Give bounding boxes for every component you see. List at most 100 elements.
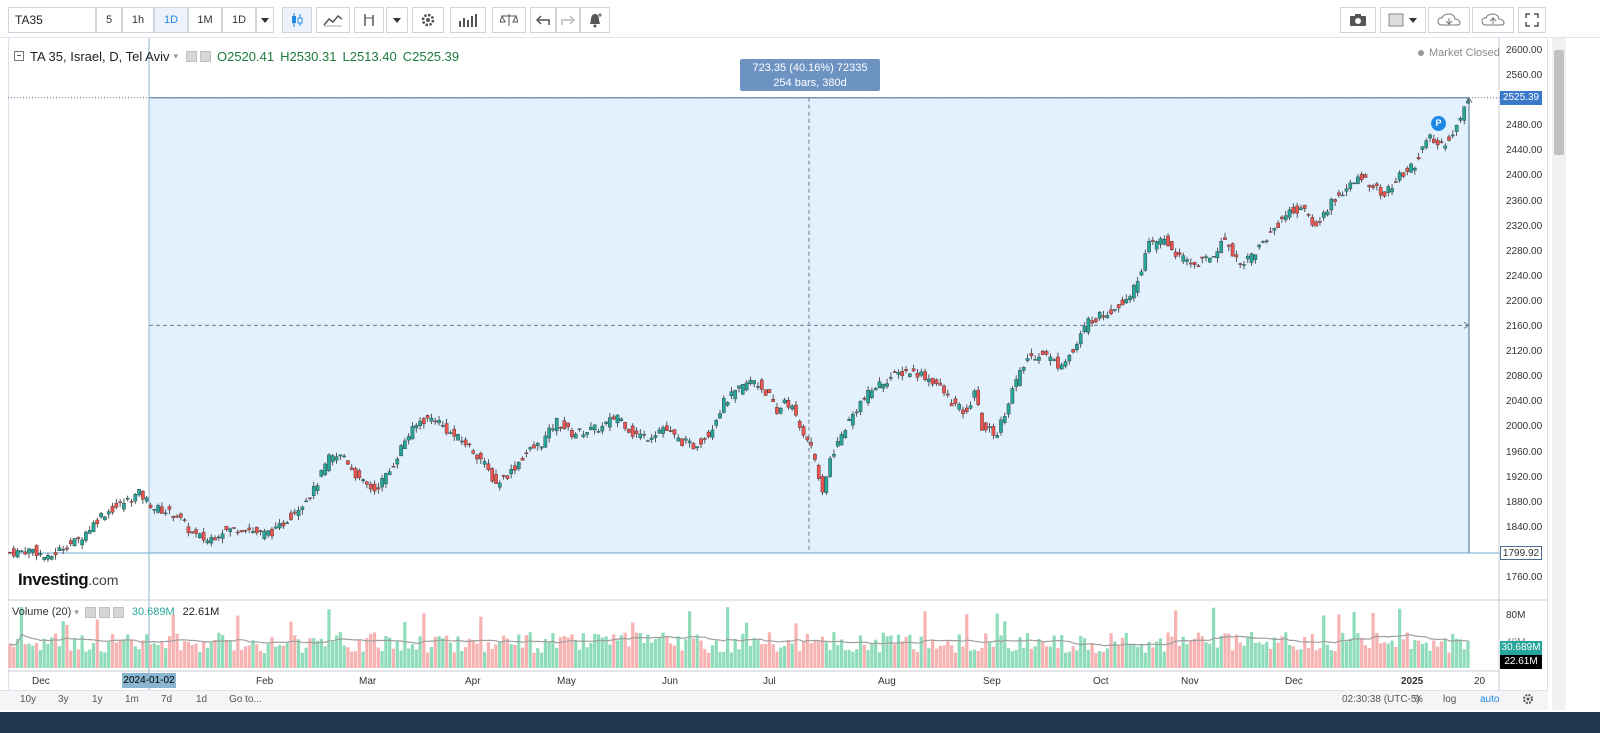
- cloud-download-icon[interactable]: [1428, 7, 1470, 33]
- volume-bar: [376, 647, 380, 668]
- volume-bar: [1196, 632, 1201, 668]
- redo-icon[interactable]: [556, 7, 580, 33]
- volume-bar: [369, 633, 373, 668]
- interval-1h-button[interactable]: 1h: [122, 7, 154, 33]
- range-3y[interactable]: 3y: [58, 694, 69, 705]
- candle-body: [957, 404, 962, 410]
- eye-icon[interactable]: [185, 50, 197, 62]
- volume-bar: [509, 643, 513, 668]
- candle-body: [900, 371, 905, 377]
- log-toggle[interactable]: log: [1443, 694, 1457, 705]
- price-axis-label: 2120.00: [1506, 346, 1543, 358]
- candle-body: [816, 465, 821, 479]
- volume-bar: [737, 649, 741, 668]
- candle-body: [1359, 173, 1364, 181]
- goto-button[interactable]: Go to...: [229, 694, 262, 705]
- auto-toggle[interactable]: auto: [1480, 694, 1500, 705]
- volume-bar: [1280, 636, 1284, 668]
- candle-body: [554, 417, 559, 432]
- volume-bar: [441, 638, 445, 668]
- volume-bar: [1117, 645, 1121, 668]
- volume-settings-icon[interactable]: [98, 606, 110, 618]
- volume-bar: [1268, 648, 1273, 668]
- volume-bar: [707, 652, 711, 668]
- undo-icon[interactable]: [530, 7, 556, 33]
- candle-body: [1230, 243, 1235, 257]
- volume-bar: [1382, 642, 1387, 668]
- candle-body: [171, 516, 176, 518]
- candle-body: [452, 428, 457, 437]
- scale-icon[interactable]: [492, 7, 526, 33]
- volume-bar: [1371, 612, 1375, 668]
- range-1m[interactable]: 1m: [125, 694, 139, 705]
- interval-1m-button[interactable]: 1M: [188, 7, 222, 33]
- range-7d[interactable]: 7d: [161, 694, 173, 705]
- fullscreen-icon[interactable]: [1518, 7, 1546, 33]
- event-marker[interactable]: P: [1431, 116, 1446, 131]
- volume-dropdown-icon[interactable]: ▾: [74, 606, 79, 617]
- volume-bar: [836, 645, 840, 668]
- percent-toggle[interactable]: %: [1414, 694, 1423, 705]
- indicator-icon[interactable]: [354, 7, 384, 33]
- camera-icon[interactable]: [1340, 7, 1376, 33]
- candle-body: [277, 523, 282, 529]
- bars-icon[interactable]: [450, 7, 486, 33]
- volume-bar: [1447, 652, 1451, 668]
- scrollbar-thumb[interactable]: [1554, 50, 1564, 155]
- legend-dropdown-icon[interactable]: ▾: [173, 50, 178, 61]
- candle-body: [1276, 222, 1280, 229]
- layout-icon[interactable]: [1380, 7, 1426, 33]
- volume-bar: [1234, 634, 1239, 668]
- cloud-upload-icon[interactable]: [1472, 7, 1514, 33]
- candle-body: [137, 489, 141, 496]
- volume-bar: [665, 636, 669, 668]
- symbol-input[interactable]: TA35: [8, 7, 96, 33]
- collapse-icon[interactable]: [14, 51, 24, 61]
- volume-close-icon[interactable]: [112, 606, 124, 618]
- bottom-bar: 10y 3y 1y 1m 7d 1d Go to... 02:30:38 (UT…: [0, 690, 1548, 710]
- settings-small-icon[interactable]: [199, 50, 211, 62]
- volume-bar: [243, 646, 248, 668]
- candle-body: [1234, 254, 1239, 258]
- candle-body: [1344, 188, 1349, 192]
- candle-body: [1014, 379, 1018, 387]
- volume-bar: [323, 646, 327, 668]
- line-chart-icon[interactable]: [316, 7, 350, 33]
- volume-bar: [160, 641, 164, 668]
- range-1d[interactable]: 1d: [196, 694, 208, 705]
- candle-body: [1310, 217, 1315, 226]
- volume-bar: [1238, 642, 1242, 668]
- candle-body: [927, 378, 931, 382]
- interval-1d-button[interactable]: 1D: [154, 7, 188, 33]
- candle-body: [983, 422, 988, 431]
- time-label-sep: Sep: [983, 676, 1001, 687]
- range-10y[interactable]: 10y: [20, 694, 37, 705]
- volume-bar: [372, 632, 377, 668]
- vertical-scrollbar[interactable]: [1552, 38, 1566, 710]
- volume-bar: [1299, 649, 1303, 668]
- chevron-down-icon[interactable]: [256, 7, 274, 33]
- candle-body: [148, 504, 153, 508]
- candle-body: [1128, 296, 1132, 301]
- interval-dropdown-button[interactable]: 1D: [222, 7, 256, 33]
- candle-body: [1356, 176, 1360, 185]
- alert-icon[interactable]: [580, 7, 610, 33]
- candle-body: [1386, 186, 1391, 193]
- range-1y[interactable]: 1y: [92, 694, 103, 705]
- candlestick-icon[interactable]: [282, 7, 312, 33]
- volume-bar: [1417, 640, 1421, 668]
- indicator-dropdown-icon[interactable]: [386, 7, 408, 33]
- candle-body: [733, 389, 738, 400]
- interval-5-button[interactable]: 5: [96, 7, 122, 33]
- candle-body: [118, 501, 122, 503]
- candle-body: [163, 512, 168, 515]
- volume-bar: [407, 648, 411, 668]
- candle-body: [57, 547, 62, 551]
- settings-icon[interactable]: [412, 7, 444, 33]
- volume-bar: [999, 635, 1003, 668]
- gear-icon[interactable]: [1522, 693, 1534, 708]
- volume-bar: [558, 637, 563, 668]
- candle-body: [91, 522, 96, 532]
- volume-eye-icon[interactable]: [84, 606, 96, 618]
